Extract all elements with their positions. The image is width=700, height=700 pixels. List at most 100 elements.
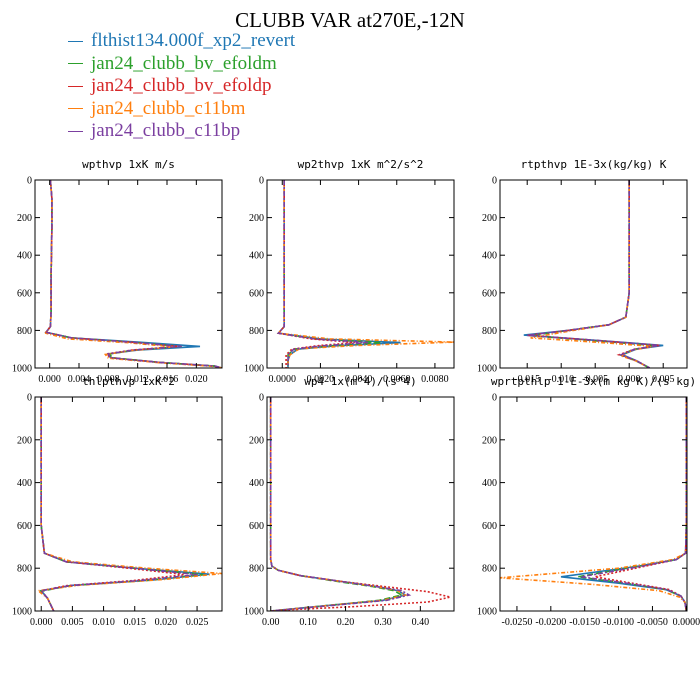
legend-swatch	[68, 108, 83, 110]
x-tick-label: 0.30	[374, 617, 392, 628]
plot-frame	[266, 179, 455, 369]
series-line	[36, 397, 222, 611]
y-tick-label: 1000	[244, 364, 264, 375]
series-line	[269, 397, 451, 611]
legend-label: jan24_clubb_bv_efoldm	[91, 52, 277, 74]
plot-frame	[499, 179, 688, 369]
plot-frame	[266, 396, 455, 612]
x-tick-label: 0.0020	[307, 374, 335, 385]
series-line	[39, 397, 198, 611]
y-tick-label: 800	[249, 326, 264, 337]
chart-panel: rtpthvp 1E-3x(kg/kg) K 0 200 400 600 800 1000 -…	[477, 158, 688, 385]
series-line	[276, 180, 454, 368]
y-tick-label: 200	[482, 435, 497, 446]
x-tick-label: -0.0100	[603, 617, 634, 628]
x-tick-label: 0.00	[262, 617, 280, 628]
series-group	[269, 397, 451, 611]
series-line	[276, 180, 355, 368]
plot-frame	[499, 396, 688, 612]
legend-item: jan24_clubb_bv_efoldp	[68, 75, 295, 98]
x-tick-label: 0.008	[97, 374, 120, 385]
series-line	[269, 397, 408, 611]
x-tick-label: 0.0060	[383, 374, 411, 385]
legend-label: jan24_clubb_bv_efoldp	[91, 75, 272, 97]
chart-panel: wprtpthlp 1-E-3x(m kg K)/(s kg) 0 200 400 60…	[477, 375, 700, 628]
y-tick-label: 600	[482, 288, 497, 299]
y-tick-label: 200	[17, 435, 32, 446]
y-tick-label: 600	[17, 288, 32, 299]
panel-title: wprtpthlp 1-E-3x(m kg K)/(s kg)	[491, 375, 696, 388]
legend-label: flthist134.000f_xp2_revert	[91, 30, 296, 52]
x-tick-label: -0.0050	[637, 617, 668, 628]
y-tick-label: 400	[17, 478, 32, 489]
panel-title: thlpthvp 1xK^2	[82, 375, 175, 388]
panel-title: wp4 1x(m^4)/(s^4)	[304, 375, 417, 388]
y-tick-label: 200	[249, 435, 264, 446]
y-tick-label: 1000	[244, 607, 264, 618]
plot-frame	[34, 396, 223, 612]
legend-swatch	[68, 40, 83, 42]
x-tick-label: 0.015	[123, 617, 146, 628]
legend-item: jan24_clubb_c11bm	[68, 98, 295, 121]
series-group	[44, 180, 222, 368]
legend-swatch	[68, 130, 83, 132]
y-tick-label: 600	[17, 521, 32, 532]
y-tick-label: 400	[482, 251, 497, 262]
x-tick-label: 0.005	[652, 374, 675, 385]
series-line	[44, 180, 222, 368]
x-tick-label: 0.005	[61, 617, 84, 628]
series-line	[527, 180, 660, 368]
x-tick-label: -0.005	[582, 374, 608, 385]
y-tick-label: 600	[482, 521, 497, 532]
x-tick-label: 0.0000	[269, 374, 297, 385]
y-tick-label: 1000	[12, 607, 32, 618]
y-tick-label: 0	[492, 176, 497, 187]
series-line	[39, 397, 210, 611]
y-tick-label: 400	[17, 251, 32, 262]
y-tick-label: 600	[249, 521, 264, 532]
y-tick-label: 400	[249, 478, 264, 489]
series-line	[269, 397, 412, 611]
series-line	[530, 180, 654, 368]
y-tick-label: 0	[27, 176, 32, 187]
panel-title: wpthvp 1xK m/s	[82, 158, 175, 171]
y-tick-label: 0	[259, 176, 264, 187]
x-tick-label: -0.010	[548, 374, 574, 385]
y-tick-label: 800	[482, 326, 497, 337]
x-tick-label: 0.000	[618, 374, 641, 385]
series-group	[500, 397, 687, 611]
x-tick-label: 0.40	[412, 617, 430, 628]
x-tick-label: 0.004	[68, 374, 91, 385]
y-tick-label: 200	[482, 213, 497, 224]
legend-item: flthist134.000f_xp2_revert	[68, 30, 295, 53]
series-line	[581, 397, 687, 611]
legend: flthist134.000f_xp2_revert jan24_clubb_b…	[68, 30, 295, 143]
legend-label: jan24_clubb_c11bp	[91, 120, 241, 142]
series-line	[560, 397, 687, 611]
x-tick-label: 0.0040	[345, 374, 373, 385]
y-tick-label: 400	[482, 478, 497, 489]
x-tick-label: 0.20	[337, 617, 355, 628]
x-tick-label: 0.012	[126, 374, 149, 385]
legend-label: jan24_clubb_c11bm	[91, 97, 246, 119]
x-tick-label: 0.000	[38, 374, 61, 385]
x-tick-label: -0.0150	[569, 617, 600, 628]
x-tick-label: -0.0200	[535, 617, 566, 628]
y-tick-label: 200	[249, 213, 264, 224]
x-tick-label: -0.015	[514, 374, 540, 385]
panel-title: wp2thvp 1xK m^2/s^2	[298, 158, 424, 171]
y-tick-label: 800	[17, 326, 32, 337]
x-tick-label: 0.020	[155, 617, 178, 628]
series-group	[276, 180, 454, 368]
x-tick-label: 0.10	[299, 617, 317, 628]
y-tick-label: 800	[249, 564, 264, 575]
y-tick-label: 400	[249, 251, 264, 262]
legend-item: jan24_clubb_c11bp	[68, 120, 295, 143]
series-line	[594, 397, 687, 611]
legend-swatch	[68, 63, 83, 65]
x-tick-label: 0.025	[186, 617, 209, 628]
series-line	[269, 397, 404, 611]
panel-title: rtpthvp 1E-3x(kg/kg) K	[521, 158, 667, 171]
y-tick-label: 1000	[477, 364, 497, 375]
